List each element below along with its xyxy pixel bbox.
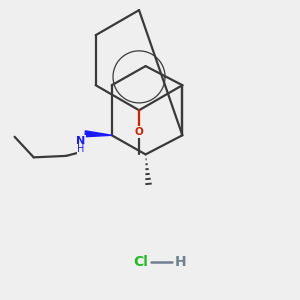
- Text: H: H: [77, 144, 85, 154]
- Text: Cl: Cl: [134, 255, 148, 269]
- Text: O: O: [135, 127, 143, 137]
- Text: N: N: [76, 136, 86, 146]
- Polygon shape: [85, 131, 112, 137]
- Text: H: H: [175, 255, 187, 269]
